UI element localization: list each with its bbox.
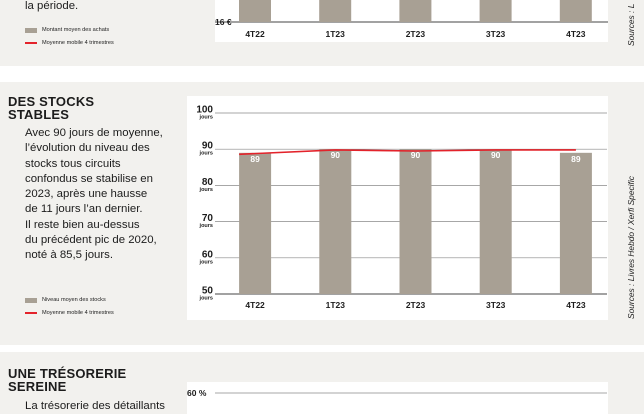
bar [559,0,592,22]
tresorerie-title: UNE TRÉSORERIE SEREINE [8,367,126,393]
y-tick-label: 60 [202,249,214,260]
bar-value-label: 89 [571,154,581,164]
bar [319,149,352,294]
bar-value-label: 90 [491,150,501,160]
x-tick-label: 4T23 [566,29,586,39]
x-tick-label: 2T23 [406,29,426,39]
x-tick-label: 3T23 [486,300,506,310]
achats-text-tail: la période. [25,0,79,12]
bar-swatch [25,297,37,303]
line-swatch [25,312,37,314]
stocks-text: Avec 90 jours de moyenne, l’évolution du… [25,126,163,264]
achats-legend-line: Moyenne mobile 4 trimestres [25,38,114,48]
achats-chart: 16 € 4T22 1T23 2T23 3T23 4T23 [215,0,608,39]
bar [399,149,432,294]
bar [479,149,512,294]
y-tick-unit: jours [199,115,213,121]
stocks-text-line: du précédent pic de 2020, [25,234,157,247]
stocks-plot-area: 50 jours 60 jours 70 jours 80 jours 90 jours 100 jo… [187,96,608,320]
stocks-text-line: de 11 jours l’an dernier. [25,203,143,216]
y-tick-label: 16 € [215,17,232,27]
stocks-legend-line-label: Moyenne mobile 4 trimestres [42,310,114,316]
tresorerie-text: La trésorerie des détaillants [25,400,165,412]
stocks-source: Sources : Livres Hebdo / Xerfi Specific [626,176,636,319]
stocks-text-line: stocks tous circuits [25,157,121,170]
line-swatch [25,42,37,44]
y-tick-label: 80 [202,177,214,188]
y-tick-label: 70 [202,213,214,224]
y-tick-unit: jours [199,187,213,193]
stocks-title: DES STOCKS STABLES [8,95,94,121]
stocks-title-line2: STABLES [8,107,70,122]
bar [399,0,432,22]
y-tick-label: 90 [202,141,214,152]
x-tick-label: 1T23 [326,300,346,310]
x-tick-label: 1T23 [326,29,346,39]
stocks-text-line: Avec 90 jours de moyenne, [25,127,163,139]
bar-swatch [25,27,37,33]
y-tick-label: 100 [196,105,213,116]
achats-panel: la période. Montant moyen des achats Moy… [0,0,644,66]
stocks-text-line: Il reste bien au-dessus [25,218,140,231]
stocks-title-line1: DES STOCKS [8,94,95,109]
achats-legend-bars: Montant moyen des achats [25,25,109,35]
y-tick-unit: jours [199,151,213,157]
stocks-legend-bars: Niveau moyen des stocks [25,295,106,305]
y-tick-label: 50 [202,286,214,297]
x-tick-label: 4T22 [245,29,265,39]
bar [319,0,352,22]
bar-value-label: 89 [250,154,260,164]
stocks-text-line: noté à 85,5 jours. [25,249,114,262]
bar [239,152,272,294]
y-tick-label: 60 % [187,388,207,398]
tresorerie-title-line1: UNE TRÉSORERIE [8,366,127,381]
bar [559,152,592,294]
achats-source: Sources : L [626,3,636,46]
tresorerie-plot-area: 60 % [187,382,608,414]
stocks-text-line: l’évolution du niveau des [25,142,150,155]
x-tick-label: 4T22 [245,300,265,310]
stocks-text-line: confondus se stabilise en [25,172,153,185]
stocks-panel: DES STOCKS STABLES Avec 90 jours de moye… [0,82,644,345]
achats-legend-line-label: Moyenne mobile 4 trimestres [42,40,114,46]
stocks-chart: 50jours60jours70jours80jours90jours100jo… [196,105,607,310]
tresorerie-title-line2: SEREINE [8,379,67,394]
x-tick-label: 2T23 [406,300,426,310]
bar [239,0,271,22]
y-tick-unit: jours [199,223,213,229]
x-tick-label: 3T23 [486,29,506,39]
tresorerie-chart: 60 % [187,388,607,398]
achats-plot-area: 16 € 4T22 1T23 2T23 3T23 4T23 [215,0,608,42]
stocks-legend-bars-label: Niveau moyen des stocks [42,297,106,303]
stocks-text-line: 2023, après une hausse [25,188,148,201]
y-tick-unit: jours [199,259,213,265]
tresorerie-panel: UNE TRÉSORERIE SEREINE La trésorerie des… [0,352,644,414]
stocks-legend-line: Moyenne mobile 4 trimestres [25,308,114,318]
x-tick-label: 4T23 [566,300,586,310]
y-tick-unit: jours [199,296,213,302]
bar-value-label: 90 [331,150,341,160]
bar [479,0,512,22]
achats-legend-bars-label: Montant moyen des achats [42,27,110,33]
bar-value-label: 90 [411,150,421,160]
moving-average-line [239,149,576,156]
